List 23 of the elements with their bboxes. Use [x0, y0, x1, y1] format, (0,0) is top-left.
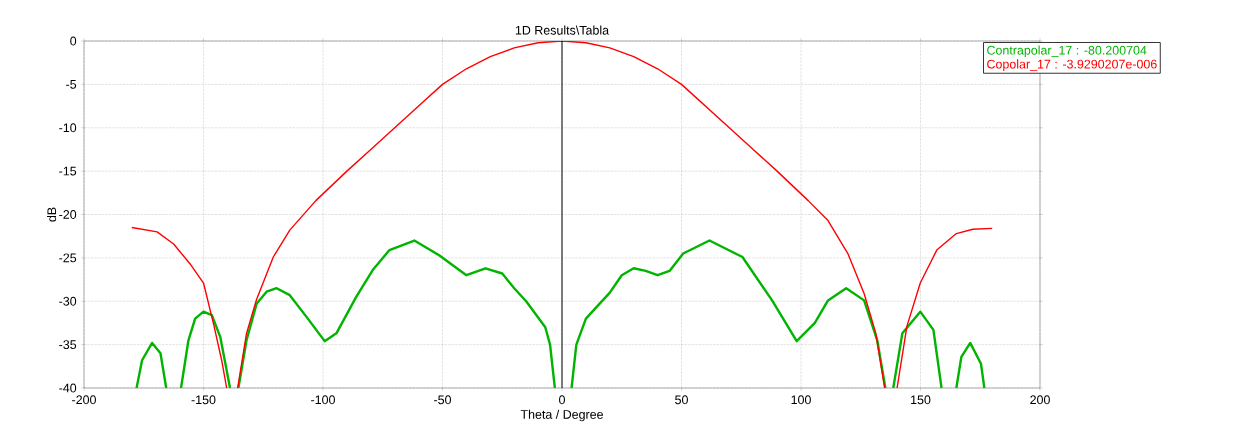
y-tick-label: -5 [66, 80, 77, 89]
x-tick-label: 200 [1030, 395, 1050, 405]
x-tick-label: 0 [559, 395, 565, 405]
x-tick-label: -50 [434, 395, 452, 405]
x-tick-label: -100 [311, 395, 335, 405]
y-tick-label: -35 [59, 340, 77, 350]
x-tick-label: -150 [191, 395, 216, 405]
x-tick-label: 50 [675, 395, 688, 405]
y-tick-label: -20 [59, 210, 77, 219]
y-tick-label: -15 [59, 166, 77, 176]
chart-title: 1D Results\Tabla [515, 25, 610, 35]
y-axis-title: dB [47, 207, 57, 222]
text: Contrapolar_17 : -80.200704 [987, 45, 1147, 58]
y-tick-label: -25 [59, 253, 77, 263]
y-tick-label: -30 [59, 296, 77, 306]
y-tick-label: 0 [70, 36, 77, 46]
y-tick-label: -40 [59, 383, 77, 393]
x-axis-title: Theta / Degree [520, 409, 603, 422]
x-tick-label: -200 [72, 395, 96, 405]
text: Copolar_17 : -3.9290207e-006 [987, 59, 1157, 71]
x-tick-label: 150 [911, 395, 931, 405]
y-tick-label: -10 [59, 123, 77, 133]
x-tick-label: 100 [791, 395, 811, 405]
